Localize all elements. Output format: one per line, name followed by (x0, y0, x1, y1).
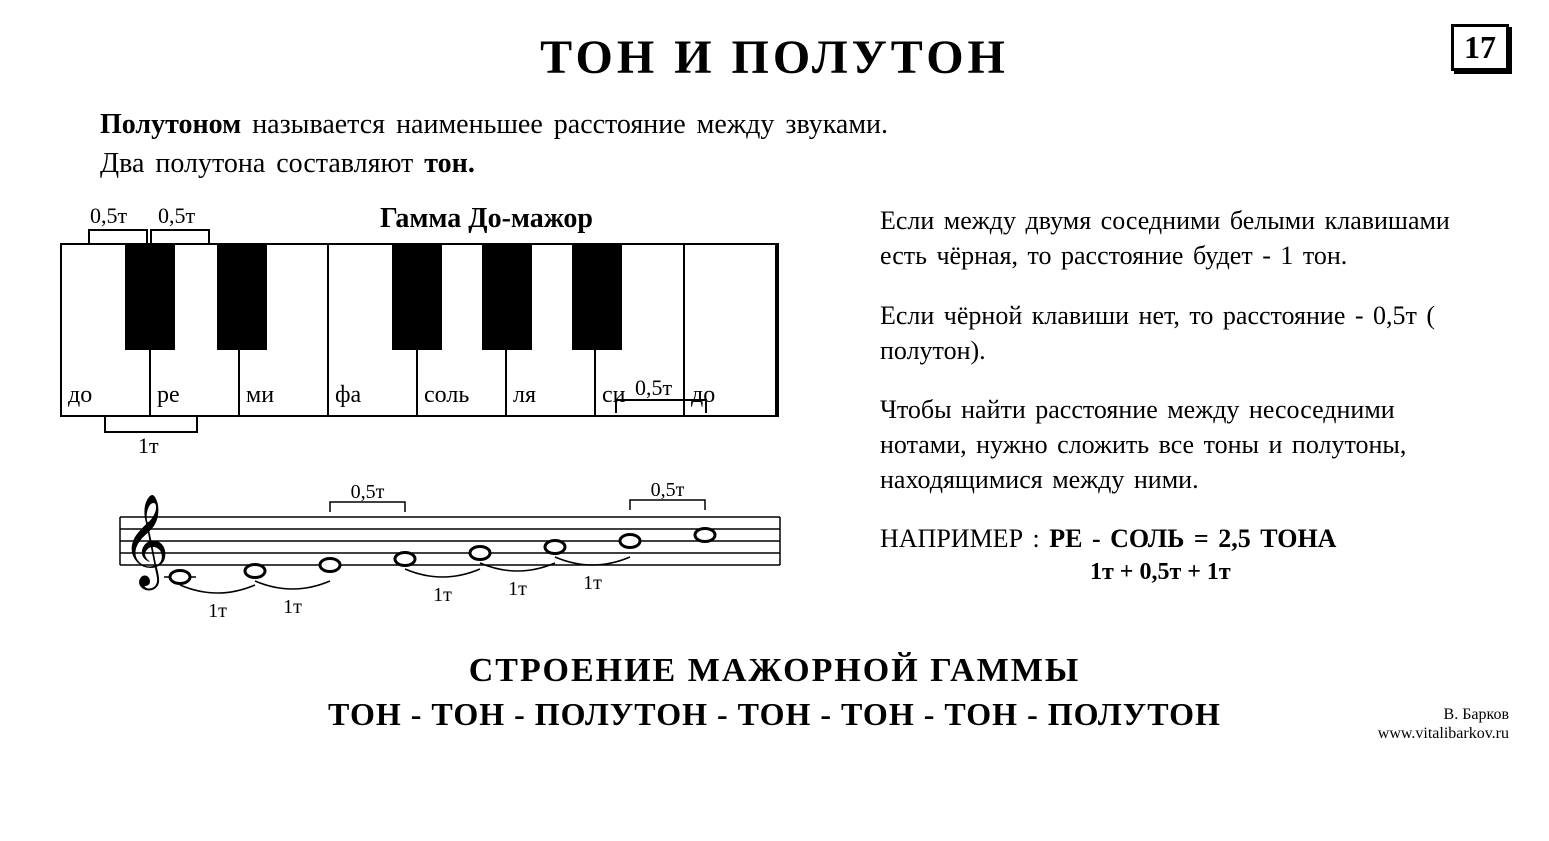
left-column: Гамма До-мажор 0,5т0,5т доремифасольляси… (40, 203, 840, 622)
white-key-label: фа (335, 382, 361, 409)
tone-label: 1т (138, 433, 159, 459)
white-key-label: до (68, 382, 92, 409)
white-key-label: ре (157, 382, 180, 409)
intro-text: Полутоном называется наименьшее расстоян… (100, 105, 1509, 183)
white-key: до (685, 245, 777, 415)
black-key (572, 245, 622, 350)
black-key (482, 245, 532, 350)
example-line: НАПРИМЕР : РЕ - СОЛЬ = 2,5 ТОНА (880, 521, 1480, 556)
white-key-label: соль (424, 382, 469, 409)
whole-note (170, 571, 190, 584)
right-column: Если между двумя соседними белыми клавиш… (880, 203, 1480, 622)
interval-label: 1т (508, 578, 527, 600)
interval-label: 0,5т (651, 479, 685, 501)
white-key-label: ля (513, 382, 536, 409)
interval-label: 1т (208, 600, 227, 617)
whole-note (320, 559, 340, 572)
interval-label: 1т (283, 596, 302, 617)
treble-clef-icon: 𝄞 (122, 495, 169, 590)
keyboard-title: Гамма До-мажор (380, 203, 593, 235)
interval-label: 0,5т (351, 481, 385, 503)
white-key-label: ми (246, 382, 274, 409)
half-tone-bracket (615, 399, 707, 413)
whole-note (545, 541, 565, 554)
interval-label: 1т (583, 572, 602, 594)
credit-site: www.vitalibarkov.ru (1378, 724, 1509, 743)
half-tone-label: 0,5т (90, 203, 127, 229)
interval-label: 1т (433, 584, 452, 606)
credit: В. Барков www.vitalibarkov.ru (1378, 705, 1509, 743)
page-title: ТОН И ПОЛУТОН (40, 30, 1509, 85)
credit-author: В. Барков (1378, 705, 1509, 724)
music-staff: 𝄞 1т 1т 1т 1т 1т 0,5т 0,5т (60, 467, 790, 617)
rule-1: Если между двумя соседними белыми клавиш… (880, 203, 1480, 273)
rule-3: Чтобы найти расстояние между несоседними… (880, 392, 1480, 497)
black-key (392, 245, 442, 350)
whole-note (470, 547, 490, 560)
tone-bracket (104, 417, 198, 433)
half-tone-bracket (88, 229, 148, 243)
scale-pattern: ТОН - ТОН - ПОЛУТОН - ТОН - ТОН - ТОН - … (40, 696, 1509, 733)
half-tone-markers: Гамма До-мажор 0,5т 0,5т (60, 203, 840, 243)
bottom-section: СТРОЕНИЕ МАЖОРНОЙ ГАММЫ ТОН - ТОН - ПОЛУ… (40, 652, 1509, 733)
page-number: 17 (1451, 24, 1509, 71)
example-calc: 1т + 0,5т + 1т (1090, 556, 1480, 588)
whole-note (395, 553, 415, 566)
rule-2: Если чёрной клавиши нет, то расстояние -… (880, 298, 1480, 368)
black-key (125, 245, 175, 350)
keyboard-bottom-labels: 1т0,5т (60, 417, 840, 457)
half-tone-label: 0,5т (635, 375, 672, 401)
whole-note (245, 565, 265, 578)
whole-note (620, 535, 640, 548)
half-tone-label: 0,5т (158, 203, 195, 229)
scale-structure-title: СТРОЕНИЕ МАЖОРНОЙ ГАММЫ (40, 652, 1509, 690)
whole-note (695, 529, 715, 542)
black-key (217, 245, 267, 350)
half-tone-bracket (150, 229, 210, 243)
